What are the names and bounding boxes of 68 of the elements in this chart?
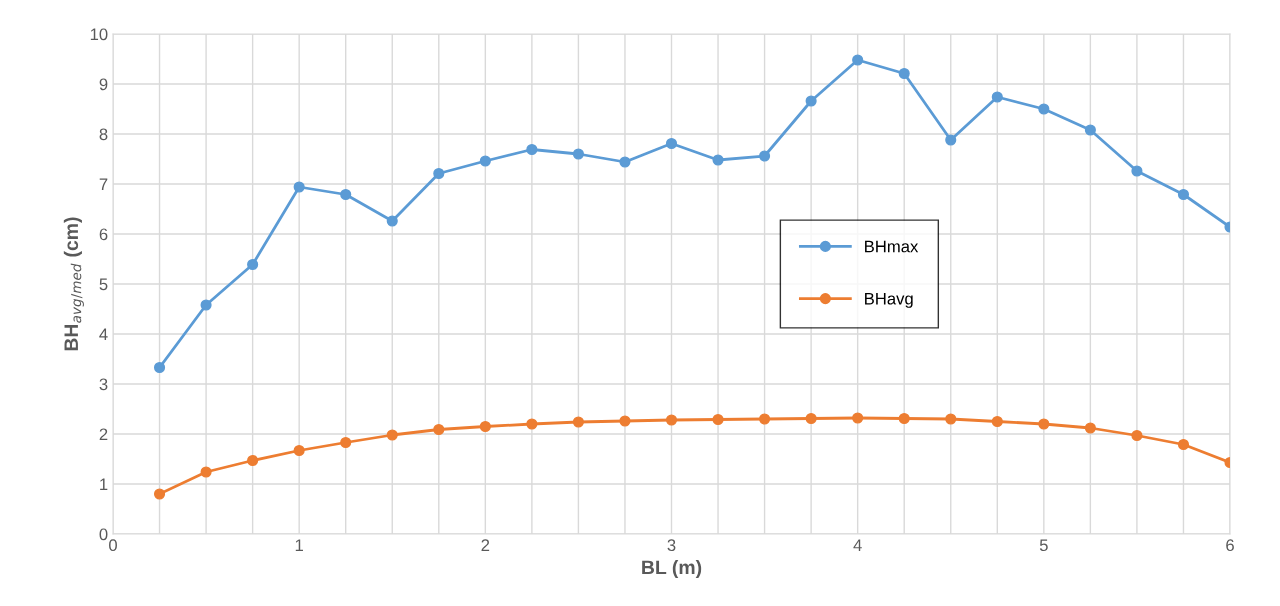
point bbox=[991, 415, 1003, 428]
point bbox=[340, 188, 352, 201]
point bbox=[805, 95, 817, 107]
point bbox=[1084, 422, 1096, 434]
point bbox=[433, 167, 445, 180]
x-tick-label: 5 bbox=[1039, 539, 1048, 552]
point bbox=[852, 54, 864, 66]
point bbox=[433, 423, 445, 436]
y-tick-label: 7 bbox=[99, 178, 108, 191]
point bbox=[153, 488, 166, 500]
point bbox=[665, 414, 678, 426]
point bbox=[805, 412, 817, 425]
point bbox=[526, 143, 538, 156]
point bbox=[1177, 438, 1190, 451]
legend-label: BHmax bbox=[865, 240, 919, 253]
point bbox=[665, 137, 678, 150]
y-tick-label: 5 bbox=[99, 278, 108, 291]
point bbox=[1084, 124, 1096, 136]
point bbox=[852, 412, 864, 424]
y-tick-label: 6 bbox=[99, 228, 108, 241]
point bbox=[945, 413, 957, 425]
point bbox=[1131, 165, 1143, 177]
point bbox=[247, 258, 259, 271]
y-tick-label: 1 bbox=[100, 478, 108, 491]
y-tick-label: 10 bbox=[90, 28, 108, 41]
point bbox=[526, 418, 538, 430]
point bbox=[340, 436, 352, 449]
point bbox=[712, 154, 724, 166]
point bbox=[293, 181, 305, 193]
point bbox=[479, 420, 491, 433]
x-tick-label: 1 bbox=[295, 539, 303, 551]
point bbox=[759, 413, 771, 425]
x-axis-title: BL (m) bbox=[642, 559, 702, 579]
x-tick-label: 2 bbox=[481, 539, 490, 551]
y-tick-label: 4 bbox=[99, 328, 108, 341]
point bbox=[1038, 418, 1050, 430]
legend-label: BHavg bbox=[865, 292, 913, 308]
y-tick-label: 2 bbox=[99, 428, 108, 441]
point bbox=[200, 466, 212, 478]
point bbox=[293, 444, 305, 457]
x-tick-label: 3 bbox=[667, 539, 676, 552]
point bbox=[1038, 103, 1050, 115]
y-tick-label: 8 bbox=[99, 128, 108, 141]
y-tick-label: 9 bbox=[99, 78, 108, 91]
x-tick-label: 0 bbox=[109, 539, 117, 552]
point bbox=[386, 215, 398, 227]
point bbox=[898, 67, 910, 80]
point bbox=[945, 134, 957, 146]
y-axis-title: BH$_{avg/med}$ (cm) bbox=[63, 217, 84, 351]
x-tick-label: 4 bbox=[853, 539, 862, 551]
y-tick-label: 0 bbox=[99, 528, 108, 541]
x-tick-label: 6 bbox=[1226, 539, 1234, 552]
point bbox=[712, 413, 724, 426]
point bbox=[153, 361, 166, 374]
point bbox=[1131, 429, 1143, 442]
point bbox=[479, 155, 491, 167]
point bbox=[991, 91, 1003, 103]
point bbox=[759, 150, 771, 162]
point bbox=[898, 412, 910, 425]
y-tick-label: 3 bbox=[99, 378, 108, 391]
point bbox=[386, 429, 398, 441]
point bbox=[619, 415, 631, 427]
point bbox=[619, 156, 631, 168]
point bbox=[200, 299, 212, 311]
point bbox=[572, 416, 584, 428]
point bbox=[1177, 188, 1190, 201]
point bbox=[247, 454, 259, 467]
point bbox=[572, 148, 584, 160]
